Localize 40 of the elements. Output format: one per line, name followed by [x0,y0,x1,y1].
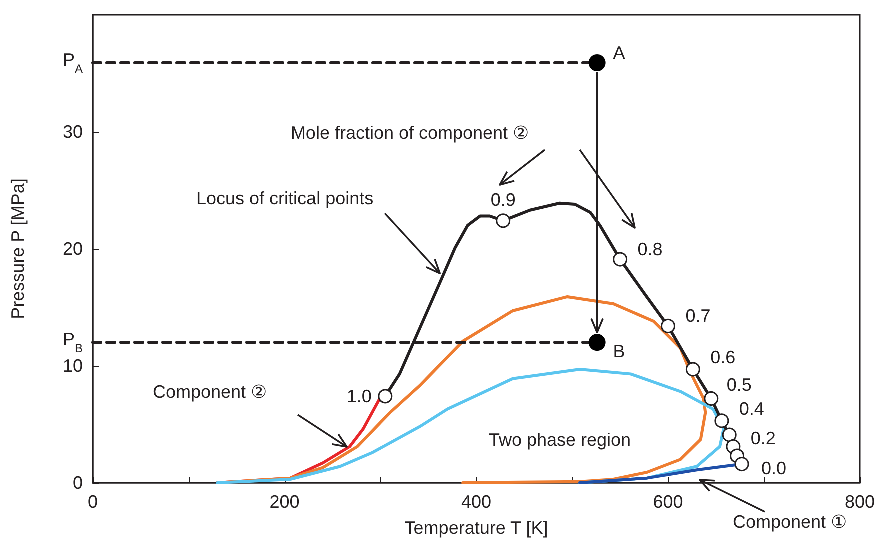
text: Component ① [732,512,848,532]
y-tick-label: 30 [62,122,83,142]
y-axis-title: Pressure P [MPa] [8,178,28,320]
annotation: 0.6 [710,348,736,368]
annotation: B [613,342,626,362]
point [661,318,676,334]
annotation: 0.9 [490,190,516,210]
annotation: 0.5 [726,374,752,395]
annotation: 0.2 [750,428,776,449]
y-tick-label: P$_{A}$ [62,50,83,76]
annotation: Mole fraction of component ② [290,123,530,143]
point [714,414,730,428]
annotation: 0.8 [638,240,663,260]
annotation: Locus of critical points [196,188,374,209]
x-tick-label: 0 [88,492,98,512]
point [722,428,737,442]
point [686,362,700,377]
point [496,214,511,228]
y-tick-label: 0 [72,473,83,493]
y-tick-label: 10 [62,356,83,376]
y-tick-label: P$_{B}$ [62,330,83,356]
point [588,54,606,72]
point [704,392,719,406]
x-tick-label: 200 [270,492,300,512]
annotation: Component ② [152,382,268,402]
annotation: 0.0 [762,458,787,478]
x-tick-label: 400 [461,492,492,512]
x-tick-label: 800 [844,492,876,512]
annotation: A [613,42,626,63]
point [588,334,606,352]
annotation: 0.4 [739,398,764,419]
x-tick-label: 600 [653,492,684,512]
annotation: Two phase region [488,430,632,450]
point [378,389,393,404]
x-axis-title: Temperature T [K] [404,518,548,538]
point [734,457,750,472]
annotation: 1.0 [346,386,372,406]
annotation: 0.7 [686,306,711,326]
y-tick-label: 20 [62,239,83,259]
point [613,252,628,267]
